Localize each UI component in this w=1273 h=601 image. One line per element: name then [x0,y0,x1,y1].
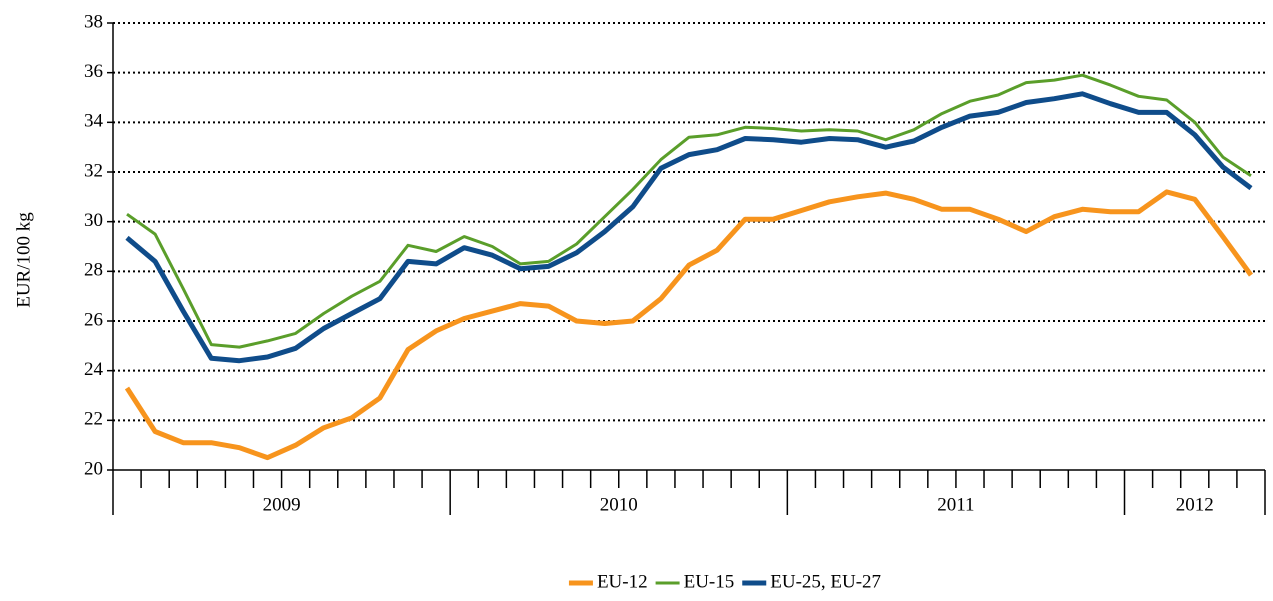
legend-item: EU-12 [568,571,648,592]
y-tick-label: 32 [84,160,103,181]
y-axis-label: EUR/100 kg [13,212,34,308]
legend-item: EU-25, EU-27 [742,571,881,592]
legend-item: EU-15 [655,571,735,592]
legend-label: EU-25, EU-27 [770,571,881,592]
y-tick-label: 26 [84,309,103,330]
x-group-label: 2012 [1176,494,1214,515]
y-tick-label: 38 [84,11,103,32]
series-line [125,91,1253,364]
series-line [126,73,1252,349]
y-tick-label: 28 [84,260,103,281]
x-group-label: 2011 [937,494,974,515]
y-tick-label: 20 [84,458,103,479]
series-line [124,189,1254,461]
legend-label: EU-12 [597,571,648,592]
y-tick-label: 36 [84,61,103,82]
y-tick-label: 22 [84,409,103,430]
y-tick-label: 24 [84,359,104,380]
y-tick-label: 30 [84,210,103,231]
x-group-label: 2010 [600,494,638,515]
x-group-label: 2009 [263,494,301,515]
y-tick-label: 34 [84,111,104,132]
legend-label: EU-15 [684,571,735,592]
